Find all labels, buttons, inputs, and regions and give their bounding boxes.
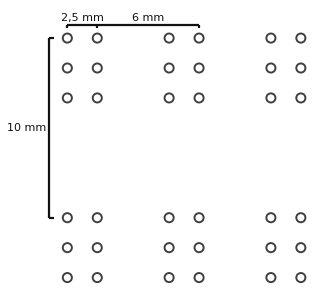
Circle shape xyxy=(93,93,102,103)
Circle shape xyxy=(93,213,102,222)
Circle shape xyxy=(296,213,305,222)
Circle shape xyxy=(266,273,275,282)
Circle shape xyxy=(195,243,204,252)
Circle shape xyxy=(165,64,174,73)
Circle shape xyxy=(296,34,305,43)
Circle shape xyxy=(296,273,305,282)
Circle shape xyxy=(165,34,174,43)
Circle shape xyxy=(165,243,174,252)
Circle shape xyxy=(165,273,174,282)
Circle shape xyxy=(93,273,102,282)
Circle shape xyxy=(195,34,204,43)
Circle shape xyxy=(63,64,72,73)
Circle shape xyxy=(63,34,72,43)
Circle shape xyxy=(93,64,102,73)
Circle shape xyxy=(296,93,305,103)
Circle shape xyxy=(93,243,102,252)
Circle shape xyxy=(165,93,174,103)
Circle shape xyxy=(266,93,275,103)
Circle shape xyxy=(266,213,275,222)
Circle shape xyxy=(296,64,305,73)
Circle shape xyxy=(195,64,204,73)
Circle shape xyxy=(266,243,275,252)
Text: 6 mm: 6 mm xyxy=(132,13,164,22)
Text: 10 mm: 10 mm xyxy=(7,123,46,133)
Circle shape xyxy=(63,93,72,103)
Circle shape xyxy=(266,34,275,43)
Circle shape xyxy=(195,93,204,103)
Text: 2,5 mm: 2,5 mm xyxy=(61,13,104,22)
Circle shape xyxy=(195,213,204,222)
Circle shape xyxy=(266,64,275,73)
Circle shape xyxy=(195,273,204,282)
Circle shape xyxy=(63,213,72,222)
Circle shape xyxy=(93,34,102,43)
Circle shape xyxy=(296,243,305,252)
Circle shape xyxy=(63,243,72,252)
Circle shape xyxy=(63,273,72,282)
Circle shape xyxy=(165,213,174,222)
